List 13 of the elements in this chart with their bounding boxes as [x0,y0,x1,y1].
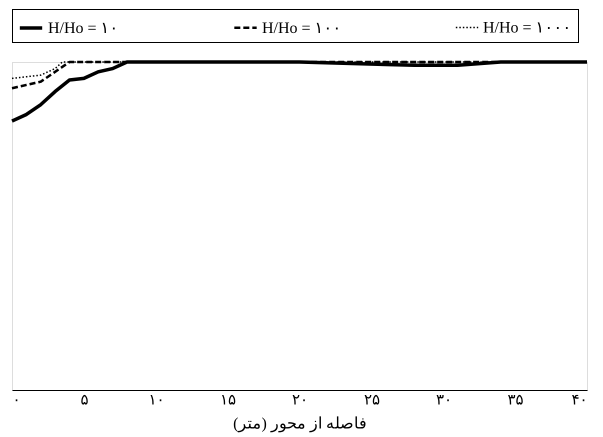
x-tick-label: ۳۰ [436,392,452,408]
x-tick-label: ۱۰ [148,392,164,408]
x-tick-label: ۰ [12,392,20,408]
legend-label: H/Ho = ۱۰۰ [262,20,342,37]
x-tick-label: ۴۰ [572,392,588,408]
legend-label: H/Ho = ۱۰ [48,20,119,37]
x-tick-label: ۳۵ [508,392,524,408]
x-tick-label: ۵ [80,392,88,408]
x-tick-label: ۲۰ [292,392,308,408]
x-tick-label: ۱۵ [220,392,236,408]
x-axis-title: فاصله از محور (متر) [233,416,367,432]
legend-label: H/Ho = ۱۰۰۰ [483,20,572,36]
x-tick-label: ۲۵ [364,392,380,408]
